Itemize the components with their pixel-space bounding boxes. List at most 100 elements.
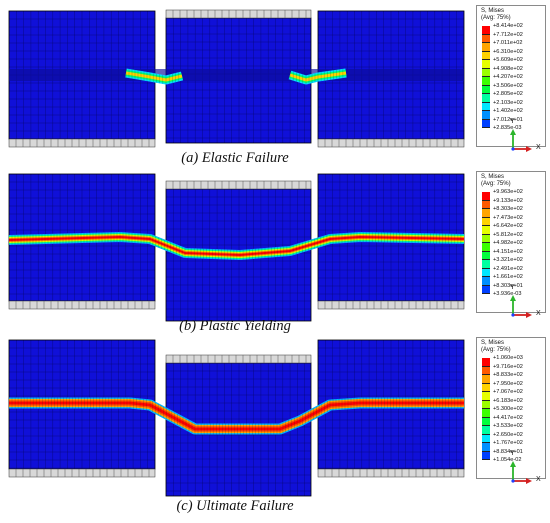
caption-ultimate: (c) Ultimate Failure — [176, 498, 294, 514]
legend-value: +7.712e+02 — [493, 31, 523, 38]
legend-swatch — [482, 400, 490, 409]
center-block-support — [165, 9, 312, 19]
legend-swatch — [482, 260, 490, 269]
legend-value: +4.908e+02 — [493, 65, 523, 72]
legend-swatch — [482, 234, 490, 243]
legend-swatch — [482, 417, 490, 426]
legend-value: +3.533e+02 — [493, 423, 523, 429]
legend-swatch — [482, 77, 490, 86]
legend-swatch — [482, 217, 490, 226]
center-block-support — [165, 180, 312, 190]
legend-swatch — [482, 451, 490, 460]
legend-swatch — [482, 51, 490, 60]
legend-swatch — [482, 243, 490, 252]
center-block-support — [165, 354, 312, 364]
legend-value: +5.609e+02 — [493, 57, 523, 63]
legend-header-line: S, Mises — [481, 8, 505, 14]
legend-value: +4.207e+02 — [493, 74, 523, 80]
legend-swatch — [482, 366, 490, 375]
left-block-support — [8, 300, 156, 310]
legend-value: +1.402e+02 — [493, 108, 523, 114]
elastic-band-left — [125, 68, 184, 85]
legend-swatch — [482, 85, 490, 94]
legend-value: +6.310e+02 — [493, 48, 523, 55]
caption-plastic: (b) Plastic Yielding — [179, 318, 291, 334]
right-block-support — [317, 300, 465, 310]
legend-swatch — [482, 277, 490, 286]
legend-value: +3.936e-03 — [493, 291, 522, 297]
legend-swatch — [482, 119, 490, 128]
legend-swatch — [482, 358, 490, 367]
fe-model-ultimate — [8, 339, 465, 497]
legend-swatch — [482, 383, 490, 392]
legend-value: +9.716e+02 — [493, 363, 523, 370]
stress-legend: S, Mises (Avg: 75%) +1.060e+03 +9.716e+02 +8… — [476, 337, 546, 479]
legend-value: +7.950e+02 — [493, 380, 523, 387]
legend-value: +7.067e+02 — [493, 389, 523, 395]
legend-header-line: (Avg: 75%) — [481, 181, 511, 187]
legend-value: +2.650e+02 — [493, 431, 523, 438]
legend-color-bar — [482, 358, 490, 460]
legend-value: +1.060e+03 — [493, 355, 523, 361]
legend-swatch — [482, 102, 490, 111]
legend-swatch — [482, 426, 490, 435]
panel-elastic: (a) Elastic Failure S, Mises (Avg: 75%) +8.… — [0, 5, 550, 166]
legend-value: +6.183e+02 — [493, 397, 523, 404]
legend-swatch — [482, 434, 490, 443]
legend-value: +2.805e+02 — [493, 91, 523, 97]
legend-swatch — [482, 209, 490, 218]
legend-value: +8.833e+02 — [493, 372, 523, 378]
legend-value: +2.103e+02 — [493, 99, 523, 106]
stress-legend: S, Mises (Avg: 75%) +9.963e+02 +9.133e+02 +8… — [476, 171, 546, 313]
legend-value: +4.982e+02 — [493, 240, 523, 246]
legend-value: +2.835e-03 — [493, 125, 522, 131]
legend-value: +8.414e+02 — [493, 23, 523, 29]
legend-swatch — [482, 392, 490, 401]
legend-swatch — [482, 26, 490, 35]
legend-swatch — [482, 226, 490, 235]
legend-header: S, Mises (Avg: 75%) — [481, 340, 511, 354]
legend-value: +3.506e+02 — [493, 82, 523, 89]
legend-swatch — [482, 200, 490, 209]
legend-header-line: S, Mises — [481, 340, 505, 346]
left-block-support — [8, 468, 156, 478]
legend-header-line: S, Mises — [481, 174, 505, 180]
legend-swatch — [482, 68, 490, 77]
legend-swatch — [482, 60, 490, 69]
y-axis-label: Y — [510, 118, 515, 125]
y-axis-label: Y — [510, 450, 515, 457]
right-block-support — [317, 138, 465, 148]
legend-swatch — [482, 268, 490, 277]
legend-swatch — [482, 285, 490, 294]
legend-value: +5.812e+02 — [493, 231, 523, 238]
legend-value: +7.012e+01 — [493, 116, 523, 123]
legend-value: +2.491e+02 — [493, 265, 523, 272]
x-axis-label: X — [536, 144, 541, 151]
plastic-band — [8, 232, 465, 260]
legend-color-bar — [482, 192, 490, 294]
caption-elastic: (a) Elastic Failure — [181, 150, 289, 166]
legend-value: +1.661e+02 — [493, 274, 523, 280]
legend-header-line: (Avg: 75%) — [481, 15, 511, 21]
legend-value: +1.054e-02 — [493, 457, 522, 463]
legend-swatch — [482, 409, 490, 418]
panel-plastic: (b) Plastic Yielding S, Mises (Avg: 75%) +9… — [0, 171, 550, 334]
stress-legend: S, Mises (Avg: 75%) +8.414e+02 +7.712e+02 +7… — [476, 5, 546, 147]
legend-value: +9.133e+02 — [493, 197, 523, 204]
legend-swatch — [482, 443, 490, 452]
legend-value: +3.321e+02 — [493, 257, 523, 263]
fe-model-plastic — [8, 173, 465, 322]
legend-value: +8.834e+01 — [493, 448, 523, 455]
legend-color-bar — [482, 26, 490, 128]
legend-value: +7.473e+02 — [493, 214, 523, 221]
legend-value: +4.151e+02 — [493, 248, 523, 255]
legend-value: +8.303e+01 — [493, 282, 523, 289]
legend-header: S, Mises (Avg: 75%) — [481, 8, 511, 22]
legend-swatch — [482, 94, 490, 103]
elastic-band-right — [288, 68, 347, 85]
legend-value: +4.417e+02 — [493, 414, 523, 421]
legend-swatch — [482, 251, 490, 260]
x-axis-label: X — [536, 310, 541, 317]
